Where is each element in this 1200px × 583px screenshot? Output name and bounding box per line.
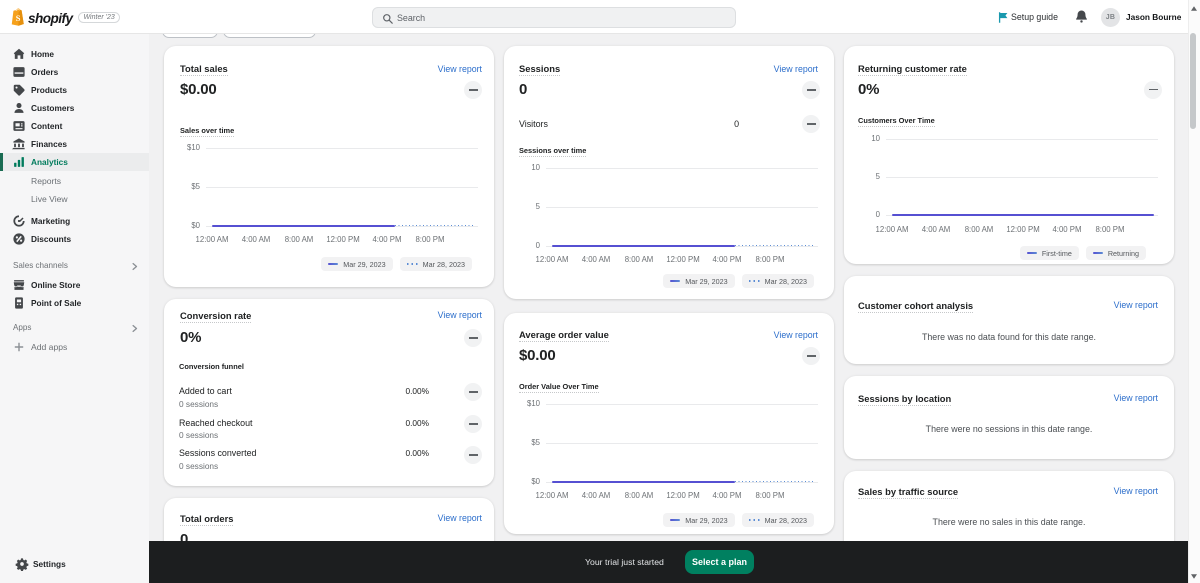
svg-text:S: S — [15, 13, 20, 23]
